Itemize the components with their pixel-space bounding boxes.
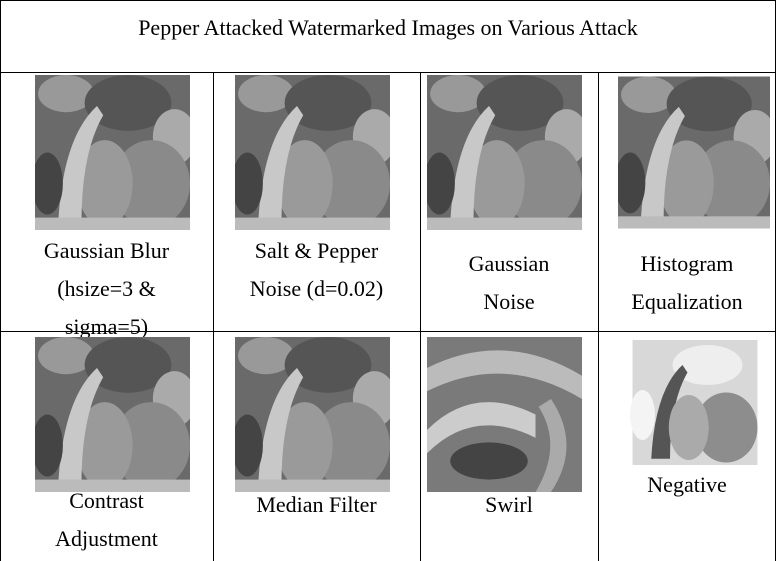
table-title: Pepper Attacked Watermarked Images on Va… [138, 15, 638, 40]
attacked-image [427, 75, 582, 230]
caption-line: Contrast [69, 488, 144, 513]
attacked-image [235, 75, 390, 230]
table-border [213, 72, 214, 561]
caption-line: Gaussian Blur [43, 238, 170, 263]
caption-line: sigma=5) [64, 314, 149, 339]
caption-line: Equalization [631, 289, 743, 314]
attacked-image [427, 337, 582, 492]
attacked-image [35, 75, 190, 230]
table-border [0, 0, 1, 72]
caption-line: Histogram [640, 251, 734, 276]
caption-line: Gaussian [468, 251, 550, 276]
table-border [420, 72, 421, 561]
caption-line: Adjustment [55, 526, 158, 551]
attacked-image [630, 340, 758, 465]
caption-line: Swirl [485, 492, 533, 517]
caption-line: Negative [647, 472, 727, 497]
attacked-image [35, 337, 190, 492]
attacked-image [235, 337, 390, 492]
attacked-image [618, 76, 770, 229]
caption-line: (hsize=3 & [57, 276, 156, 301]
table-border [0, 331, 776, 332]
table-border [598, 72, 599, 561]
table-border [0, 72, 776, 73]
table-border [0, 0, 776, 1]
table-border [0, 72, 1, 561]
caption-line: Noise [483, 289, 535, 314]
caption-line: Salt & Pepper [254, 238, 379, 263]
caption-line: Median Filter [256, 492, 377, 517]
caption-line: Noise (d=0.02) [249, 276, 384, 301]
